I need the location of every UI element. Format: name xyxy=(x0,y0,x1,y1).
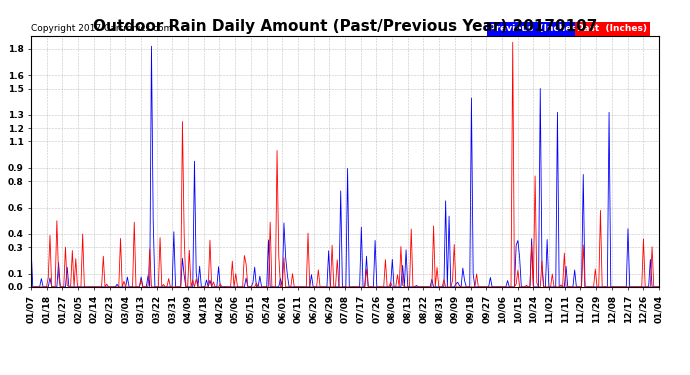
Title: Outdoor Rain Daily Amount (Past/Previous Year) 20170107: Outdoor Rain Daily Amount (Past/Previous… xyxy=(93,20,597,34)
Text: Copyright 2017 Cartronics.com: Copyright 2017 Cartronics.com xyxy=(31,24,172,33)
Text: Past  (Inches): Past (Inches) xyxy=(578,24,647,33)
Text: Previous  (Inches): Previous (Inches) xyxy=(489,24,582,33)
